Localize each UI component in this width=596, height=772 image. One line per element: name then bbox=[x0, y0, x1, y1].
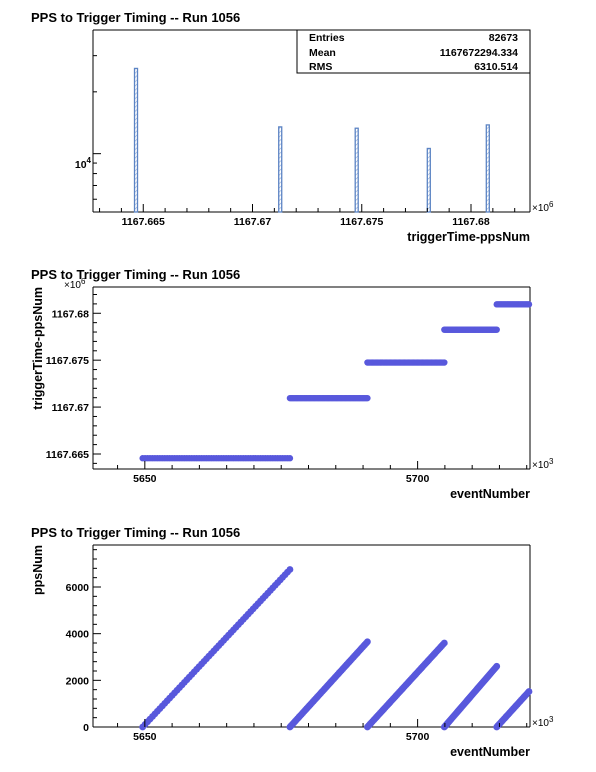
x-tick-label: 1167.665 bbox=[122, 216, 165, 228]
y-tick-label: 0 bbox=[83, 722, 89, 734]
y-tick-label: 104 bbox=[75, 156, 92, 171]
x-axis-label: eventNumber bbox=[450, 745, 530, 759]
data-point bbox=[525, 688, 533, 695]
y-axis-ticks: 0 2000 4000 6000 bbox=[66, 549, 101, 734]
x-axis-label: triggerTime-ppsNum bbox=[407, 230, 530, 244]
y-tick-label: 1167.665 bbox=[46, 449, 89, 461]
pps-num-frame bbox=[92, 544, 531, 728]
x-axis-ticks: 5650 5700 bbox=[117, 719, 528, 743]
stats-entries-value: 82673 bbox=[489, 32, 518, 44]
y-axis-label: ppsNum bbox=[31, 545, 45, 595]
stats-entries-label: Entries bbox=[309, 32, 345, 44]
pps-num-panel: PPS to Trigger Timing -- Run 1056 5650 57… bbox=[31, 525, 554, 759]
x-axis-exponent: ×103 bbox=[532, 457, 554, 471]
stats-mean-value: 1167672294.334 bbox=[440, 47, 518, 59]
x-tick-label: 5650 bbox=[133, 473, 157, 485]
histogram-bars bbox=[133, 67, 490, 213]
x-tick-label: 5650 bbox=[133, 731, 157, 743]
x-tick-label: 1167.675 bbox=[340, 216, 383, 228]
histogram-bar bbox=[133, 67, 139, 213]
y-axis-ticks bbox=[93, 29, 101, 200]
data-point bbox=[493, 662, 501, 670]
x-tick-label: 5700 bbox=[406, 473, 430, 485]
trigger-time-panel: PPS to Trigger Timing -- Run 1056 5650 57… bbox=[31, 267, 554, 501]
data-point bbox=[364, 638, 371, 646]
x-axis-label: eventNumber bbox=[450, 487, 530, 501]
stats-mean-label: Mean bbox=[309, 47, 336, 59]
data-point bbox=[441, 359, 448, 366]
y-axis-exponent: ×106 bbox=[64, 277, 86, 291]
histogram-bar bbox=[354, 127, 359, 213]
stats-rms-label: RMS bbox=[309, 61, 332, 73]
x-tick-label: 1167.67 bbox=[234, 216, 272, 228]
x-axis-ticks: 1167.665 1167.67 1167.675 1167.68 bbox=[99, 204, 516, 228]
histogram-bar bbox=[426, 147, 431, 213]
y-tick-label: 1167.68 bbox=[52, 308, 90, 320]
y-axis-ticks: 1167.665 1167.67 1167.675 1167.68 bbox=[46, 294, 101, 464]
histogram-bar bbox=[278, 126, 283, 213]
data-point bbox=[440, 639, 448, 647]
histogram-bar bbox=[485, 124, 490, 213]
chart-title: PPS to Trigger Timing -- Run 1056 bbox=[31, 10, 240, 25]
data-point bbox=[525, 301, 533, 308]
x-axis-exponent: ×103 bbox=[532, 715, 554, 729]
y-axis-label: triggerTime-ppsNum bbox=[31, 287, 45, 410]
x-tick-label: 5700 bbox=[406, 731, 430, 743]
y-tick-label: 1167.675 bbox=[46, 355, 89, 367]
scatter-points bbox=[139, 301, 533, 462]
y-tick-label: 6000 bbox=[66, 582, 90, 594]
chart-title: PPS to Trigger Timing -- Run 1056 bbox=[31, 267, 240, 282]
x-axis-ticks: 5650 5700 bbox=[117, 461, 528, 485]
x-tick-label: 1167.68 bbox=[452, 216, 490, 228]
y-tick-label: 4000 bbox=[66, 629, 90, 641]
x-axis-exponent: ×106 bbox=[532, 200, 554, 214]
stats-rms-value: 6310.514 bbox=[474, 61, 518, 73]
data-point bbox=[286, 455, 294, 462]
data-point bbox=[493, 326, 500, 333]
chart-title: PPS to Trigger Timing -- Run 1056 bbox=[31, 525, 240, 540]
data-point bbox=[286, 566, 294, 573]
scatter-points bbox=[139, 566, 533, 731]
histogram-panel: PPS to Trigger Timing -- Run 1056 1167.6… bbox=[31, 10, 554, 244]
data-point bbox=[364, 394, 371, 402]
y-tick-label: 1167.67 bbox=[52, 402, 90, 414]
stats-box: Entries 82673 Mean 1167672294.334 RMS 63… bbox=[296, 29, 531, 74]
y-tick-label: 2000 bbox=[66, 675, 90, 687]
trigger-time-frame bbox=[92, 286, 531, 470]
